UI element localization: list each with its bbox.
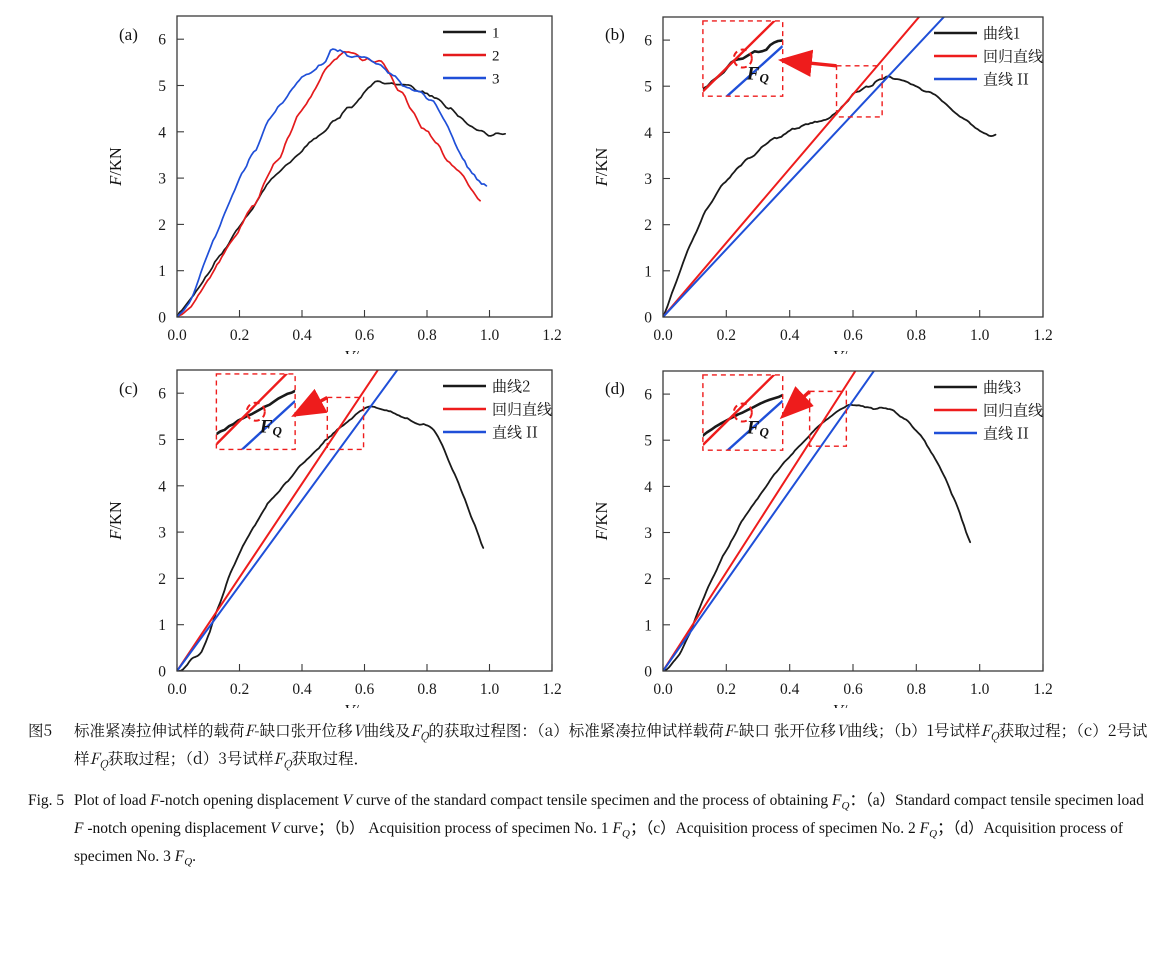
svg-text:曲线1: 曲线1 [983, 23, 1020, 44]
svg-text:0.4: 0.4 [780, 327, 800, 344]
svg-text:5: 5 [158, 432, 166, 449]
svg-text:0.2: 0.2 [230, 327, 249, 344]
svg-text:3: 3 [492, 72, 500, 88]
svg-text:1.0: 1.0 [480, 327, 500, 344]
svg-text:(b): (b) [605, 25, 625, 44]
svg-text:0.8: 0.8 [907, 681, 927, 698]
svg-text:0.0: 0.0 [167, 681, 187, 698]
svg-text:(a): (a) [119, 25, 138, 44]
svg-text:F/KN: F/KN [106, 147, 125, 187]
svg-text:1.2: 1.2 [1033, 681, 1052, 698]
svg-text:曲线3: 曲线3 [983, 377, 1021, 398]
svg-text:(d): (d) [605, 379, 625, 398]
svg-text:0: 0 [644, 310, 652, 327]
svg-text:0.6: 0.6 [843, 327, 863, 344]
svg-text:2: 2 [644, 217, 652, 234]
svg-text:6: 6 [644, 33, 652, 50]
svg-text:0.6: 0.6 [355, 327, 375, 344]
svg-text:1: 1 [492, 26, 500, 42]
svg-text:回归直线: 回归直线 [983, 400, 1043, 421]
svg-text:4: 4 [644, 479, 652, 496]
svg-text:0.8: 0.8 [417, 327, 437, 344]
svg-text:0.6: 0.6 [355, 681, 375, 698]
svg-text:4: 4 [644, 125, 652, 142]
svg-text:1.0: 1.0 [480, 681, 500, 698]
svg-text:3: 3 [158, 171, 166, 188]
svg-text:0: 0 [158, 310, 166, 327]
svg-text:3: 3 [644, 171, 652, 188]
svg-text:1.2: 1.2 [542, 681, 561, 698]
svg-text:直线 II: 直线 II [983, 69, 1029, 90]
svg-text:3: 3 [158, 525, 166, 542]
svg-text:0.0: 0.0 [653, 681, 673, 698]
svg-text:2: 2 [644, 571, 652, 588]
svg-text:曲线2: 曲线2 [492, 376, 530, 397]
svg-text:直线 II: 直线 II [983, 423, 1029, 444]
svg-text:4: 4 [158, 124, 166, 141]
svg-text:1.2: 1.2 [1033, 327, 1052, 344]
svg-text:1.0: 1.0 [970, 327, 990, 344]
svg-text:0.8: 0.8 [417, 681, 437, 698]
svg-text:0: 0 [644, 664, 652, 681]
svg-text:0.4: 0.4 [292, 681, 312, 698]
svg-text:F/KN: F/KN [592, 148, 611, 188]
svg-text:2: 2 [158, 217, 166, 234]
svg-text:2: 2 [158, 571, 166, 588]
svg-text:5: 5 [158, 78, 166, 95]
svg-text:0.0: 0.0 [653, 327, 673, 344]
svg-text:1: 1 [158, 263, 166, 280]
svg-text:V/mm: V/mm [344, 701, 385, 708]
svg-text:直线 II: 直线 II [492, 422, 538, 443]
svg-text:0.4: 0.4 [780, 681, 800, 698]
svg-text:F/KN: F/KN [106, 501, 125, 541]
svg-text:V/mm: V/mm [833, 347, 874, 354]
svg-text:1.2: 1.2 [542, 327, 561, 344]
svg-text:0.6: 0.6 [843, 681, 863, 698]
svg-text:0.8: 0.8 [907, 327, 927, 344]
svg-text:0.2: 0.2 [717, 327, 736, 344]
svg-text:5: 5 [644, 79, 652, 96]
svg-text:0.0: 0.0 [167, 327, 187, 344]
svg-text:6: 6 [644, 387, 652, 404]
svg-text:V/mm: V/mm [344, 347, 385, 354]
svg-text:1.0: 1.0 [970, 681, 990, 698]
svg-text:1: 1 [644, 617, 652, 634]
svg-text:0.2: 0.2 [717, 681, 736, 698]
svg-text:1: 1 [158, 617, 166, 634]
svg-text:2: 2 [492, 49, 500, 65]
svg-text:6: 6 [158, 32, 166, 49]
svg-text:V/mm: V/mm [833, 701, 874, 708]
svg-text:5: 5 [644, 433, 652, 450]
svg-text:(c): (c) [119, 379, 138, 398]
svg-text:3: 3 [644, 525, 652, 542]
svg-text:0.4: 0.4 [292, 327, 312, 344]
svg-text:6: 6 [158, 386, 166, 403]
svg-text:0.2: 0.2 [230, 681, 249, 698]
svg-text:4: 4 [158, 478, 166, 495]
svg-text:1: 1 [644, 263, 652, 280]
svg-text:回归直线: 回归直线 [492, 399, 552, 420]
svg-text:F/KN: F/KN [592, 502, 611, 542]
svg-text:回归直线: 回归直线 [983, 46, 1043, 67]
svg-text:0: 0 [158, 664, 166, 681]
